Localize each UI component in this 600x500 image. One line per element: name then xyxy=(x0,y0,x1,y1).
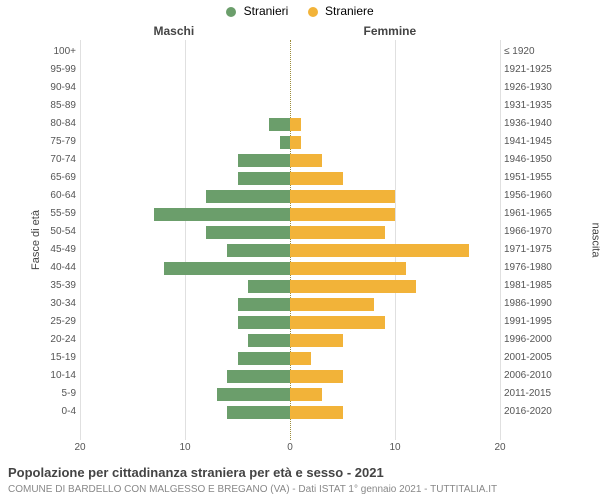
gridline xyxy=(395,40,396,440)
year-label: 1981-1985 xyxy=(504,280,574,291)
bar-male xyxy=(164,262,290,275)
x-tick: 10 xyxy=(380,442,410,453)
bar-male xyxy=(269,118,290,131)
age-label: 75-79 xyxy=(36,136,76,147)
bar-male xyxy=(227,244,290,257)
year-label: 2001-2005 xyxy=(504,352,574,363)
bar-female xyxy=(290,154,322,167)
year-label: 1951-1955 xyxy=(504,172,574,183)
bar-female xyxy=(290,352,311,365)
bar-male xyxy=(206,190,290,203)
age-label: 40-44 xyxy=(36,262,76,273)
year-label: 1921-1925 xyxy=(504,64,574,75)
bar-male xyxy=(227,406,290,419)
age-label: 10-14 xyxy=(36,370,76,381)
year-label: 1966-1970 xyxy=(504,226,574,237)
plot-area xyxy=(80,40,500,440)
bar-male xyxy=(248,334,290,347)
age-label: 100+ xyxy=(36,46,76,57)
age-label: 80-84 xyxy=(36,118,76,129)
year-label: 1936-1940 xyxy=(504,118,574,129)
bar-female xyxy=(290,262,406,275)
bar-female xyxy=(290,190,395,203)
x-tick: 0 xyxy=(275,442,305,453)
gridline xyxy=(80,40,81,440)
year-label: 1971-1975 xyxy=(504,244,574,255)
age-label: 70-74 xyxy=(36,154,76,165)
year-label: 1926-1930 xyxy=(504,82,574,93)
bar-female xyxy=(290,298,374,311)
bar-male xyxy=(238,154,291,167)
bar-male xyxy=(238,298,291,311)
bar-male xyxy=(238,316,291,329)
legend-item-male: Stranieri xyxy=(226,4,288,18)
year-label: 2006-2010 xyxy=(504,370,574,381)
year-label: 1931-1935 xyxy=(504,100,574,111)
bar-female xyxy=(290,370,343,383)
year-label: 1941-1945 xyxy=(504,136,574,147)
age-label: 5-9 xyxy=(36,388,76,399)
bar-female xyxy=(290,226,385,239)
age-label: 65-69 xyxy=(36,172,76,183)
x-tick: 20 xyxy=(65,442,95,453)
age-label: 15-19 xyxy=(36,352,76,363)
bar-female xyxy=(290,136,301,149)
bar-female xyxy=(290,388,322,401)
bar-male xyxy=(248,280,290,293)
bar-male xyxy=(154,208,291,221)
bar-male xyxy=(280,136,291,149)
age-label: 50-54 xyxy=(36,226,76,237)
age-label: 0-4 xyxy=(36,406,76,417)
legend-label-male: Stranieri xyxy=(244,4,289,18)
age-label: 95-99 xyxy=(36,64,76,75)
bar-male xyxy=(227,370,290,383)
bar-female xyxy=(290,208,395,221)
year-label: 1996-2000 xyxy=(504,334,574,345)
age-label: 85-89 xyxy=(36,100,76,111)
year-label: 1956-1960 xyxy=(504,190,574,201)
bar-female xyxy=(290,334,343,347)
age-label: 35-39 xyxy=(36,280,76,291)
year-label: 2011-2015 xyxy=(504,388,574,399)
age-label: 45-49 xyxy=(36,244,76,255)
chart-title: Popolazione per cittadinanza straniera p… xyxy=(8,465,384,480)
year-label: 1991-1995 xyxy=(504,316,574,327)
legend: Stranieri Straniere xyxy=(0,4,600,18)
bar-male xyxy=(238,352,291,365)
bar-female xyxy=(290,172,343,185)
gridline xyxy=(500,40,501,440)
female-swatch xyxy=(308,7,318,17)
year-label: ≤ 1920 xyxy=(504,46,574,57)
chart-subtitle: COMUNE DI BARDELLO CON MALGESSO E BREGAN… xyxy=(8,484,497,495)
bar-female xyxy=(290,244,469,257)
legend-item-female: Straniere xyxy=(308,4,374,18)
year-label: 2016-2020 xyxy=(504,406,574,417)
bar-male xyxy=(238,172,291,185)
age-label: 60-64 xyxy=(36,190,76,201)
header-left: Maschi xyxy=(154,24,195,38)
bar-female xyxy=(290,280,416,293)
bar-male xyxy=(217,388,291,401)
age-label: 55-59 xyxy=(36,208,76,219)
bar-female xyxy=(290,316,385,329)
bar-female xyxy=(290,118,301,131)
age-label: 30-34 xyxy=(36,298,76,309)
gridline xyxy=(185,40,186,440)
axis-label-left: Fasce di età xyxy=(30,210,42,270)
year-label: 1961-1965 xyxy=(504,208,574,219)
male-swatch xyxy=(226,7,236,17)
year-label: 1986-1990 xyxy=(504,298,574,309)
year-label: 1946-1950 xyxy=(504,154,574,165)
header-right: Femmine xyxy=(364,24,417,38)
age-label: 25-29 xyxy=(36,316,76,327)
axis-label-right: Anni di nascita xyxy=(589,223,600,258)
year-label: 1976-1980 xyxy=(504,262,574,273)
legend-label-female: Straniere xyxy=(325,4,374,18)
age-label: 90-94 xyxy=(36,82,76,93)
bar-male xyxy=(206,226,290,239)
x-tick: 10 xyxy=(170,442,200,453)
age-label: 20-24 xyxy=(36,334,76,345)
x-tick: 20 xyxy=(485,442,515,453)
bar-female xyxy=(290,406,343,419)
